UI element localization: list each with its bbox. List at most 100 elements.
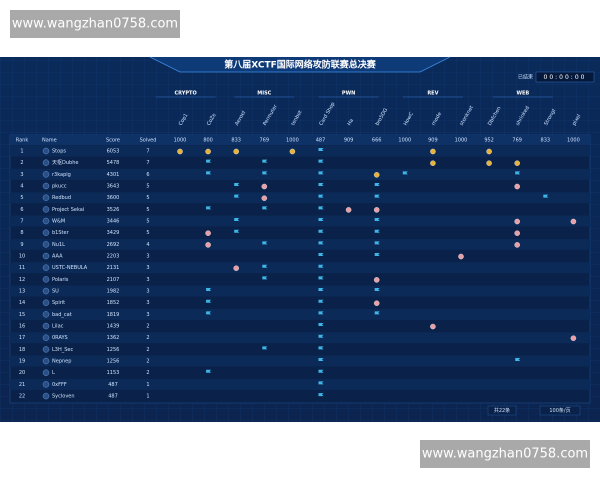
flag-icon (206, 299, 212, 306)
timer-value: 00:00:00 (544, 74, 587, 81)
title: 第八届XCTF国际网络攻防联赛总决赛 (224, 59, 377, 71)
solved: 7 (146, 149, 149, 155)
solved: 3 (146, 312, 149, 318)
flag-icon (206, 369, 212, 376)
category: WEB (516, 91, 529, 97)
rank: 9 (20, 242, 23, 248)
avatar (42, 264, 50, 271)
medal-icon (570, 218, 577, 225)
flag-icon (234, 229, 240, 236)
score: 1256 (107, 359, 120, 365)
rank: 3 (20, 172, 23, 178)
solved: 6 (146, 172, 149, 178)
avatar (42, 357, 50, 365)
medal-icon (205, 230, 211, 236)
rank: 4 (20, 184, 23, 190)
flag-icon (262, 241, 268, 248)
medal-icon (570, 335, 577, 341)
team-name: 0xFFF (52, 382, 67, 388)
flag-icon (318, 299, 324, 306)
solved: 1 (146, 382, 149, 388)
score: 1982 (107, 289, 120, 295)
avatar (42, 182, 50, 190)
medal-icon (261, 195, 268, 201)
score: 3643 (107, 184, 120, 190)
flag-icon (262, 171, 268, 178)
solved: 5 (146, 184, 149, 190)
flag-icon (318, 159, 324, 166)
flag-icon (374, 194, 380, 201)
flag-icon (318, 183, 324, 190)
medal-icon (373, 172, 380, 178)
score: 1153 (107, 370, 120, 376)
row-bg (10, 215, 590, 227)
score: 1852 (107, 300, 120, 306)
flag-icon (206, 171, 212, 178)
medal-icon (373, 300, 380, 306)
table-header (10, 135, 590, 145)
team-name: Sycloven (52, 394, 75, 400)
score: 2692 (107, 242, 120, 248)
solved: 1 (146, 394, 149, 400)
flag-icon (374, 229, 380, 236)
row-bg (10, 262, 590, 274)
flag-icon (318, 381, 324, 388)
flag-icon (262, 159, 268, 166)
row-bg (10, 168, 590, 180)
avatar (42, 194, 50, 201)
avatar (42, 217, 50, 225)
flag-icon (262, 276, 268, 283)
flag-icon (262, 206, 268, 213)
flag-icon (318, 253, 324, 260)
flag-icon (318, 148, 324, 154)
medal-icon (486, 148, 492, 155)
title-banner (149, 56, 451, 73)
team-name: 天枢Dubhe (52, 159, 78, 166)
rank: 11 (19, 265, 25, 271)
page-size-label: 100条/页 (549, 407, 570, 414)
avatar (42, 381, 50, 388)
rank: 5 (20, 195, 23, 201)
solved: 5 (146, 219, 149, 225)
rank: 1 (20, 149, 23, 155)
score: 6053 (107, 149, 120, 155)
team-name: Polaris (52, 277, 69, 283)
avatar (42, 392, 50, 400)
watermark-box (420, 440, 590, 468)
medal-icon (205, 242, 211, 248)
avatar (42, 369, 50, 376)
medal-icon (233, 265, 239, 271)
avatar (42, 299, 50, 306)
score: 4301 (107, 172, 120, 178)
rank: 14 (19, 300, 25, 306)
medal-icon (458, 253, 464, 260)
team-name: bad_cat (52, 312, 72, 318)
solved: 3 (146, 277, 149, 283)
flag-icon (234, 183, 240, 190)
flag-icon (262, 264, 268, 271)
watermark: www.wangzhan0758.com (422, 447, 588, 462)
rank: 2 (20, 160, 23, 166)
col-name: Name (42, 138, 57, 144)
team-name: Spirit (52, 300, 65, 306)
avatar (42, 287, 50, 295)
flag-icon (515, 358, 521, 365)
flag-icon (318, 229, 324, 236)
team-name: Stops (52, 149, 66, 155)
team-name: Lilac (52, 324, 64, 330)
avatar (42, 159, 50, 166)
flag-icon (206, 159, 212, 166)
row-bg (10, 192, 590, 204)
flag-icon (318, 393, 324, 400)
challenge-score: 1000 (455, 138, 468, 144)
avatar (42, 229, 50, 236)
score: 3600 (107, 195, 120, 201)
col-solved: Solved (140, 138, 157, 144)
rank: 13 (19, 289, 25, 295)
challenge-score: 1000 (286, 138, 299, 144)
avatar (42, 147, 50, 155)
flag-icon (318, 218, 324, 225)
medal-icon (430, 160, 436, 166)
solved: 3 (146, 289, 149, 295)
page-size[interactable] (539, 405, 581, 416)
